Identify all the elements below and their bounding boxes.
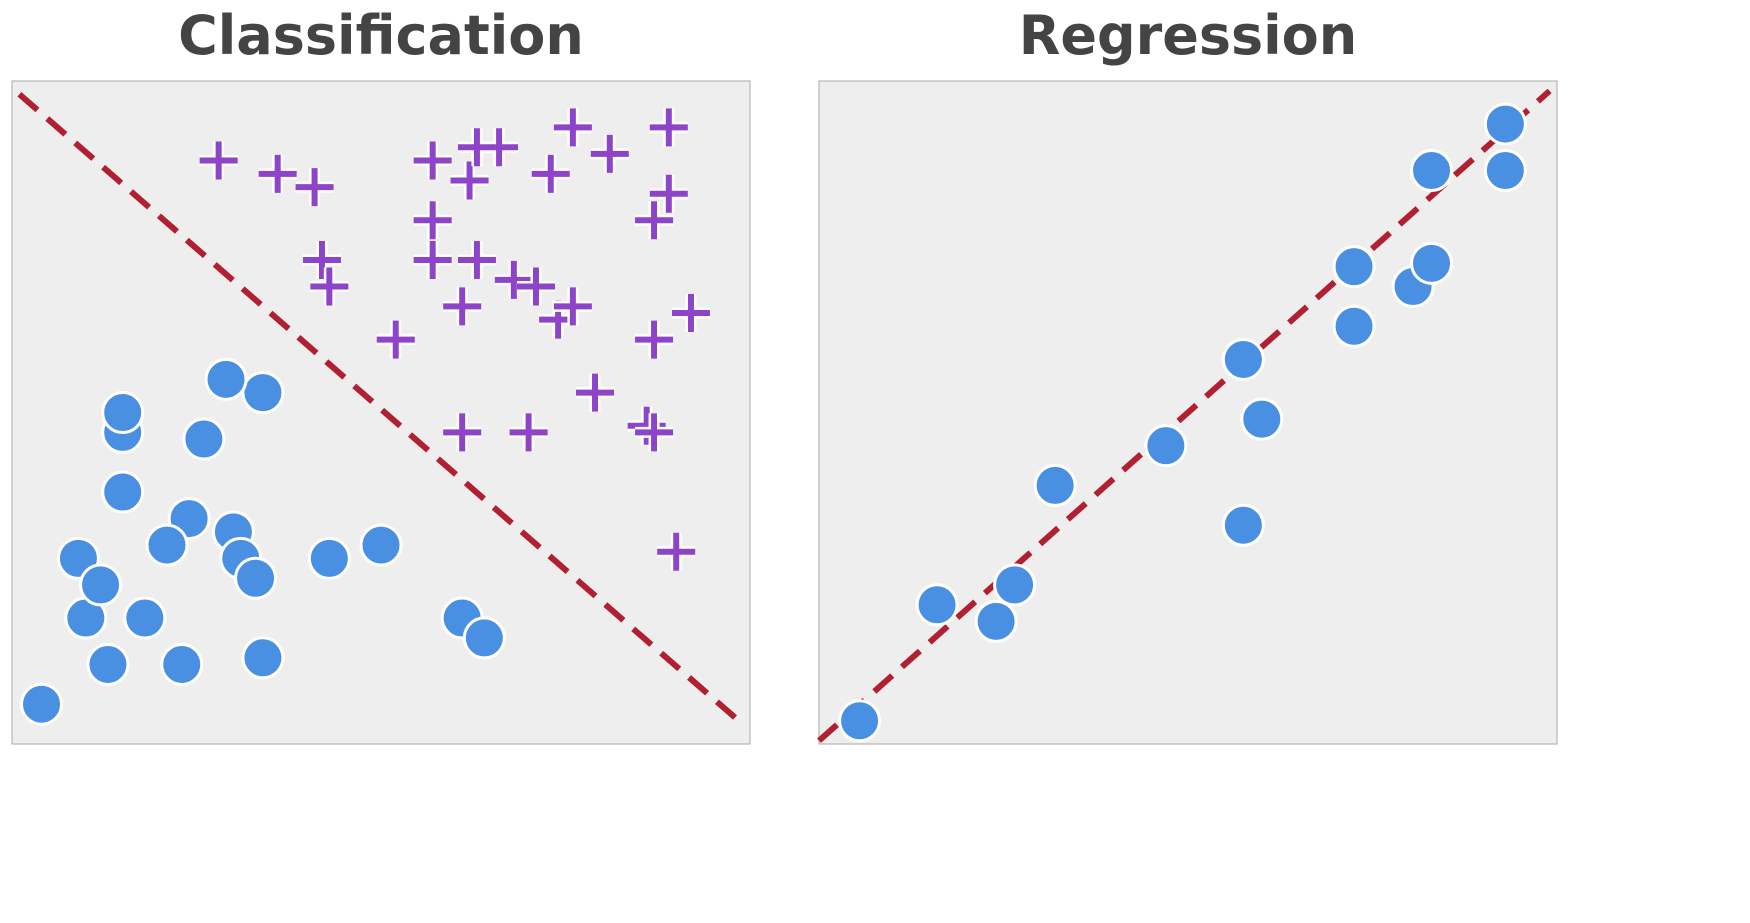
plus-point-mark: [635, 201, 674, 240]
circle-point: [101, 470, 145, 514]
circle-point: [241, 636, 285, 680]
plus-point-mark: [457, 128, 496, 167]
plus-point-mark: [576, 373, 615, 412]
plus-point-mark: [302, 241, 341, 280]
classification-title: Classification: [178, 4, 584, 67]
regression-fit-line: [817, 88, 1552, 743]
circle-point: [20, 682, 64, 726]
plus-point: [443, 413, 482, 452]
plus-point: [494, 260, 533, 299]
circle-point: [182, 417, 226, 461]
decision-boundary-line: [17, 91, 745, 727]
regression-title: Regression: [1018, 4, 1358, 67]
plus-point: [457, 241, 496, 280]
plus-point: [457, 128, 496, 167]
circle-point: [1483, 102, 1527, 146]
regression-panel: [817, 80, 1558, 745]
plus-point: [576, 373, 615, 412]
circle-point: [1221, 337, 1265, 381]
circle-point: [838, 699, 882, 743]
plus-point-mark: [553, 108, 592, 147]
circle-point: [101, 391, 145, 434]
plus-point: [553, 108, 592, 147]
plus-point-mark: [199, 141, 238, 180]
plus-point-mark: [413, 241, 452, 280]
circle-point: [462, 616, 506, 660]
plus-point-mark: [494, 260, 533, 299]
circle-point: [359, 523, 403, 567]
plus-point-mark: [553, 287, 592, 326]
plus-point: [450, 161, 489, 200]
plus-point-mark: [635, 413, 674, 452]
plus-point-mark: [450, 161, 489, 200]
plus-point: [553, 287, 592, 326]
plus-point: [199, 141, 238, 180]
plus-point-mark: [457, 241, 496, 280]
plus-point-mark: [649, 174, 688, 213]
plus-point-mark: [413, 201, 452, 240]
plus-point-mark: [443, 287, 482, 326]
plus-point: [443, 287, 482, 326]
plus-point-mark: [258, 154, 297, 193]
plus-point-mark: [413, 141, 452, 180]
circle-point: [1221, 503, 1265, 547]
plus-point-mark: [649, 108, 688, 147]
plus-point: [413, 201, 452, 240]
circle-point: [993, 563, 1037, 607]
plus-point: [649, 108, 688, 147]
circle-point: [1483, 149, 1527, 193]
classification-panel: [11, 80, 751, 745]
plus-point: [413, 141, 452, 180]
circle-point: [1332, 245, 1376, 289]
plus-point-mark: [657, 532, 696, 571]
circle-point: [145, 523, 189, 567]
plus-point: [649, 174, 688, 213]
plus-point-mark: [590, 134, 629, 173]
plus-point: [635, 320, 674, 359]
circle-point: [241, 371, 285, 415]
circle-point: [1144, 424, 1188, 468]
plus-point-mark: [671, 294, 710, 333]
circle-point: [974, 599, 1018, 643]
plus-point: [590, 134, 629, 173]
circle-point: [79, 563, 123, 607]
plus-point: [509, 413, 548, 452]
plus-point: [671, 294, 710, 333]
circle-point: [1410, 241, 1454, 285]
circle-point: [1240, 397, 1284, 441]
plus-point: [376, 320, 415, 359]
circle-point: [123, 596, 167, 640]
plus-point-mark: [295, 168, 334, 207]
plus-point: [531, 154, 570, 193]
circle-point: [234, 556, 278, 600]
plus-point-mark: [635, 320, 674, 359]
circle-point: [1410, 149, 1454, 193]
plus-point-mark: [516, 267, 555, 306]
plus-point: [413, 241, 452, 280]
plus-point-mark: [509, 413, 548, 452]
plus-point-mark: [443, 413, 482, 452]
plus-point: [310, 267, 349, 306]
circle-point: [307, 536, 351, 580]
circle-point: [204, 357, 248, 401]
plus-point: [516, 267, 555, 306]
plus-point: [302, 241, 341, 280]
plus-point: [295, 168, 334, 207]
plus-point: [657, 532, 696, 571]
plus-point: [635, 413, 674, 452]
circle-point: [915, 583, 959, 627]
plus-point-mark: [310, 267, 349, 306]
plus-point: [258, 154, 297, 193]
circle-point: [1033, 463, 1077, 507]
plus-point-mark: [376, 320, 415, 359]
circle-point: [160, 642, 204, 686]
plus-point: [635, 201, 674, 240]
circle-point: [1332, 304, 1376, 348]
circle-point: [86, 642, 130, 686]
plus-point-mark: [531, 154, 570, 193]
